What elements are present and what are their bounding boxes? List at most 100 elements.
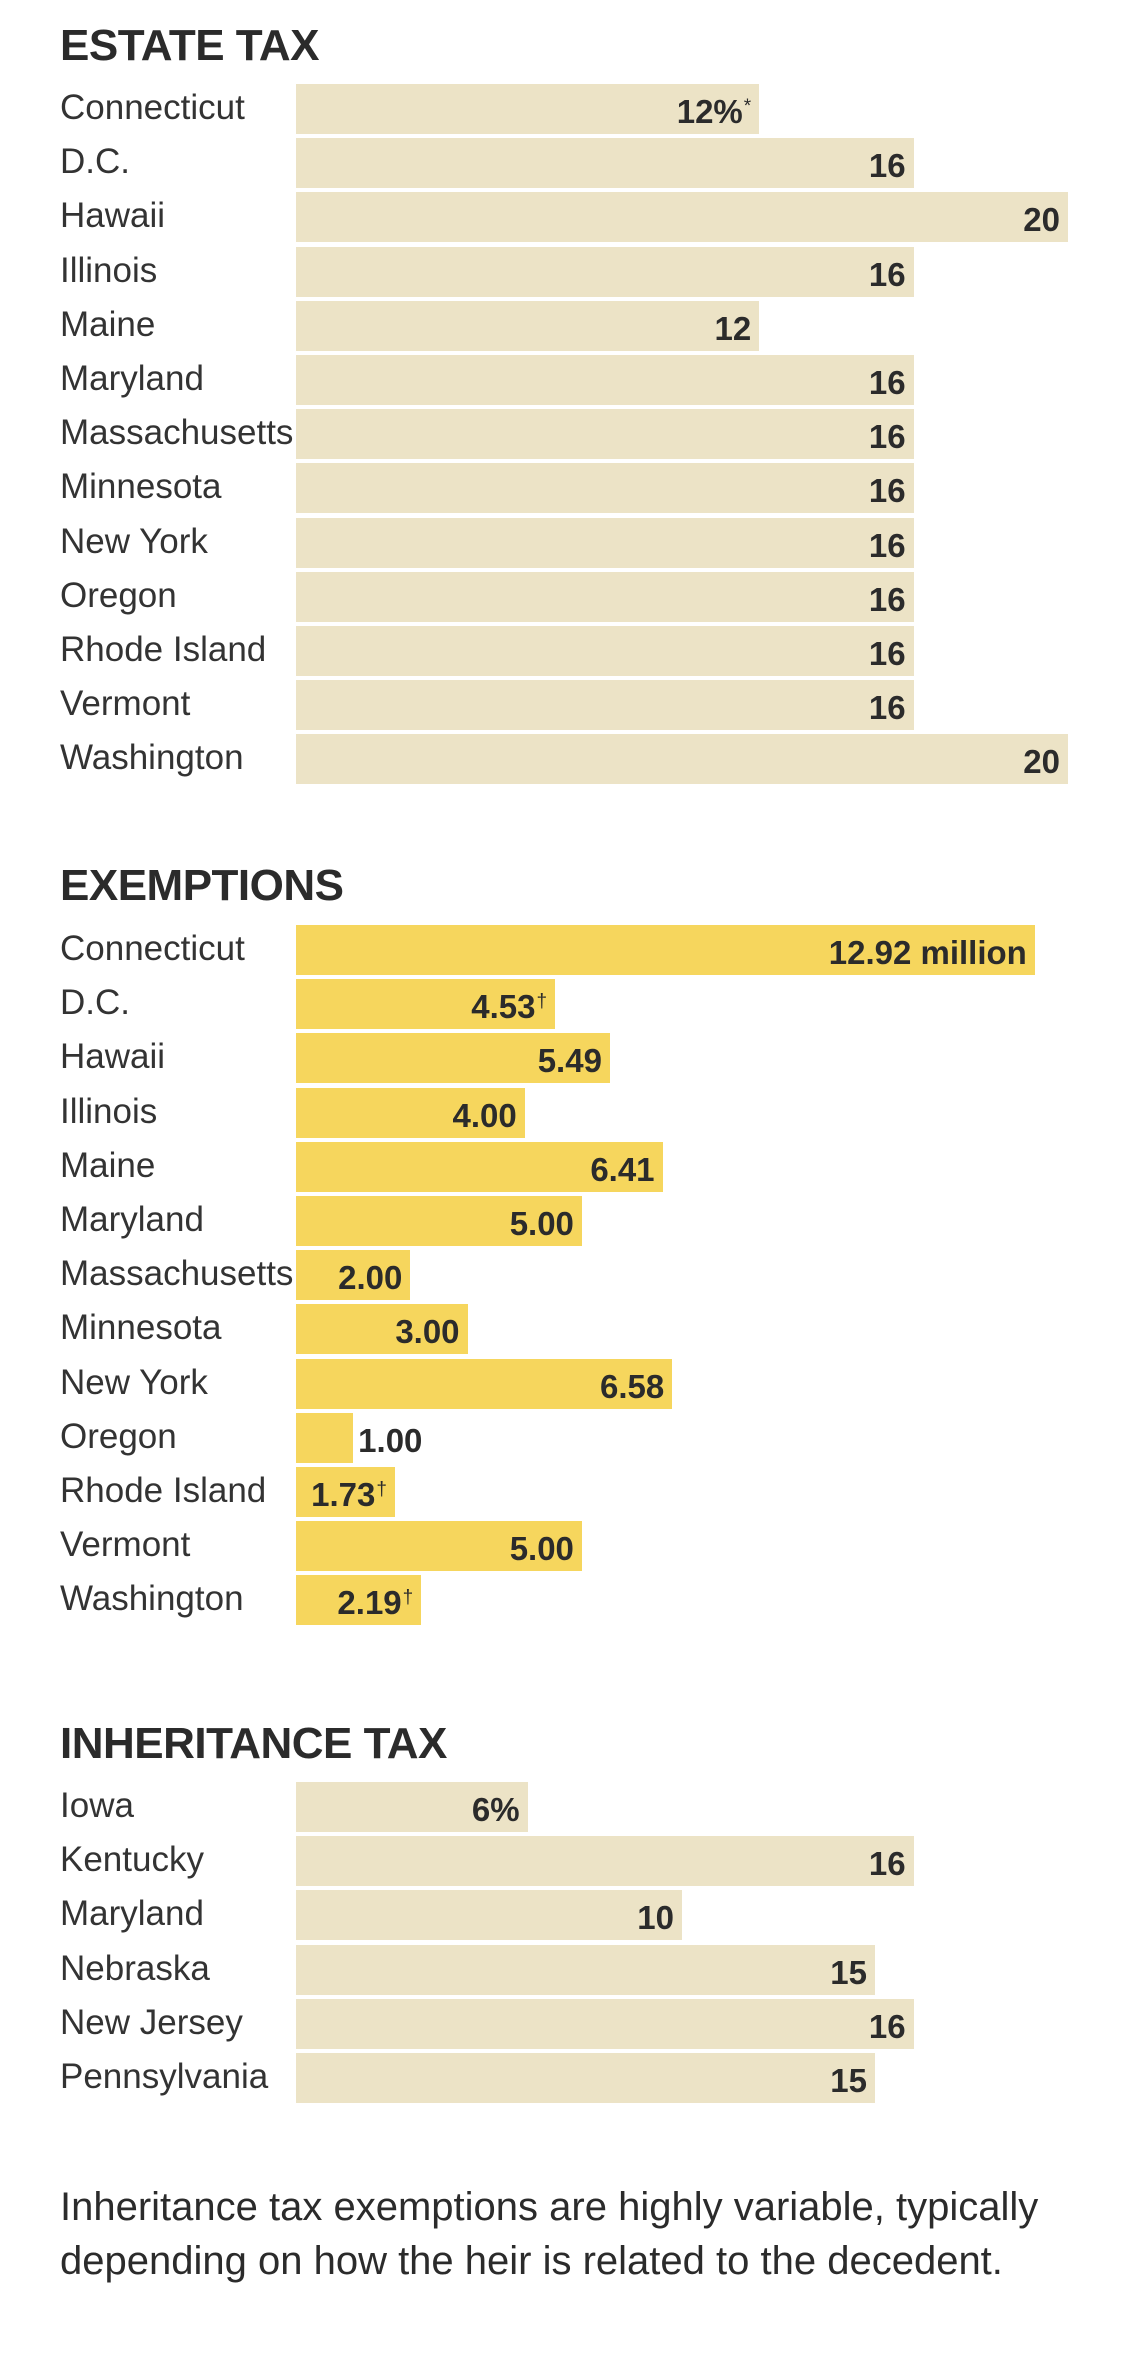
estate-tax-label-massachusetts: Massachusetts	[60, 413, 294, 453]
estate-tax-title: ESTATE TAX	[60, 21, 320, 70]
exemptions-label-rhode-island: Rhode Island	[60, 1471, 267, 1510]
estate-tax-bar-connecticut	[296, 84, 760, 134]
estate-tax-label-minnesota: Minnesota	[60, 467, 222, 507]
estate-tax-bar-illinois	[296, 246, 914, 297]
estate-tax-bar-maine	[296, 300, 760, 351]
estate-tax-value-d-c: 16	[868, 147, 906, 185]
exemptions-label-d-c: D.C.	[60, 983, 130, 1023]
estate-tax-bar-oregon	[296, 571, 914, 622]
inheritance-tax-label-new-jersey: New Jersey	[60, 2002, 243, 2042]
exemptions-value-connecticut: 12.92 million	[828, 934, 1027, 971]
estate-tax-label-vermont: Vermont	[60, 684, 191, 724]
exemptions-value-hawaii: 5.49	[537, 1042, 602, 1080]
inheritance-tax-value-iowa: 6%	[471, 1791, 520, 1828]
estate-tax-label-hawaii: Hawaii	[60, 196, 166, 236]
exemptions-value-washington: 2.19†	[337, 1584, 414, 1622]
estate-tax-label-connecticut: Connecticut	[60, 88, 245, 127]
inheritance-tax-title: INHERITANCE TAX	[60, 1719, 447, 1768]
estate-tax-label-maryland: Maryland	[60, 359, 204, 398]
exemptions-label-washington: Washington	[60, 1579, 244, 1619]
estate-tax-value-maryland: 16	[868, 364, 906, 401]
estate-tax-label-washington: Washington	[60, 738, 244, 778]
footnote-marker: *	[743, 96, 752, 117]
inheritance-tax-value-kentucky: 16	[868, 1845, 906, 1883]
exemptions-value-illinois: 4.00	[452, 1096, 517, 1134]
exemptions-value-massachusetts: 2.00	[338, 1259, 403, 1297]
exemptions-bar-d-c	[296, 979, 556, 1030]
exemptions-label-minnesota: Minnesota	[60, 1308, 222, 1348]
inheritance-tax-label-iowa: Iowa	[60, 1786, 134, 1825]
inheritance-tax-value-new-jersey: 16	[868, 2007, 906, 2045]
inheritance-tax-label-nebraska: Nebraska	[60, 1948, 210, 1988]
exemptions-bar-new-york	[296, 1358, 673, 1409]
estate-tax-bar-minnesota	[296, 463, 914, 514]
estate-tax-bar-maryland	[296, 355, 914, 405]
exemptions-value-maine: 6.41	[590, 1150, 655, 1188]
footnote-marker: †	[402, 1587, 414, 1609]
estate-tax-value-oregon: 16	[868, 580, 906, 618]
exemptions-bar-illinois	[296, 1087, 525, 1138]
exemptions-value-minnesota: 3.00	[395, 1313, 460, 1351]
estate-tax-bar-washington	[296, 734, 1068, 785]
exemptions-bar-massachusetts	[296, 1250, 411, 1301]
footnote-marker: †	[376, 1479, 387, 1500]
exemptions-bar-connecticut	[296, 925, 1035, 975]
exemptions-value-new-york: 6.58	[600, 1367, 665, 1405]
inheritance-tax-bar-iowa	[296, 1782, 528, 1832]
exemptions-label-maine: Maine	[60, 1145, 156, 1185]
estate-tax-value-vermont: 16	[868, 689, 906, 727]
exemptions-label-maryland: Maryland	[60, 1200, 204, 1239]
estate-tax-value-washington: 20	[1023, 743, 1060, 781]
exemptions-label-illinois: Illinois	[60, 1091, 158, 1131]
exemptions-bar-rhode-island	[296, 1467, 395, 1517]
exemptions-label-massachusetts: Massachusetts	[60, 1254, 294, 1294]
estate-tax-label-new-york: New York	[60, 521, 208, 561]
exemptions-label-vermont: Vermont	[60, 1525, 191, 1565]
estate-tax-label-rhode-island: Rhode Island	[60, 630, 267, 669]
exemptions-bar-washington	[296, 1575, 422, 1626]
exemptions-label-hawaii: Hawaii	[60, 1037, 166, 1077]
exemptions-value-d-c: 4.53†	[471, 988, 548, 1026]
exemptions-label-connecticut: Connecticut	[60, 929, 245, 968]
estate-tax-value-rhode-island: 16	[868, 635, 906, 672]
estate-tax-value-new-york: 16	[868, 526, 906, 564]
inheritance-tax-value-pennsylvania: 15	[830, 2062, 867, 2099]
inheritance-tax-bar-nebraska	[296, 1944, 875, 1995]
exemptions-label-oregon: Oregon	[60, 1416, 177, 1456]
footnote: Inheritance tax exemptions are highly va…	[60, 2185, 1039, 2283]
inheritance-tax-label-kentucky: Kentucky	[60, 1840, 204, 1880]
inheritance-tax-bar-kentucky	[296, 1836, 914, 1887]
estate-tax-label-oregon: Oregon	[60, 575, 177, 615]
estate-tax-bar-new-york	[296, 517, 914, 568]
estate-tax-value-minnesota: 16	[868, 472, 906, 510]
exemptions-label-new-york: New York	[60, 1362, 208, 1402]
estate-tax-bar-d-c	[296, 138, 914, 189]
estate-tax-label-illinois: Illinois	[60, 250, 158, 290]
exemptions-value-rhode-island: 1.73†	[311, 1476, 387, 1513]
estate-tax-bar-massachusetts	[296, 409, 914, 460]
footnote-marker: †	[536, 991, 548, 1013]
estate-tax-value-hawaii: 20	[1023, 201, 1060, 239]
exemptions-value-maryland: 5.00	[509, 1205, 574, 1242]
estate-tax-bar-hawaii	[296, 192, 1068, 243]
inheritance-tax-bar-new-jersey	[296, 1998, 914, 2049]
estate-tax-value-maine: 12	[714, 309, 752, 347]
inheritance-tax-bar-maryland	[296, 1890, 682, 1941]
estate-tax-value-connecticut: 12%*	[676, 93, 752, 130]
exemptions-bar-minnesota	[296, 1304, 468, 1355]
inheritance-tax-value-maryland: 10	[637, 1899, 674, 1937]
estate-tax-bar-rhode-island	[296, 626, 914, 676]
exemptions-bar-maine	[296, 1141, 663, 1192]
exemptions-value-oregon: 1.00	[358, 1421, 423, 1459]
inheritance-tax-value-nebraska: 15	[830, 1953, 867, 1991]
estate-tax-value-illinois: 16	[868, 255, 906, 293]
exemptions-bar-maryland	[296, 1196, 582, 1246]
estate-tax-label-maine: Maine	[60, 304, 156, 344]
estate-tax-bar-vermont	[296, 680, 914, 731]
exemptions-bar-hawaii	[296, 1033, 610, 1084]
inheritance-tax-label-pennsylvania: Pennsylvania	[60, 2057, 269, 2096]
exemptions-value-vermont: 5.00	[509, 1530, 574, 1568]
exemptions-bar-vermont	[296, 1521, 582, 1572]
estate-tax-value-massachusetts: 16	[868, 418, 906, 456]
